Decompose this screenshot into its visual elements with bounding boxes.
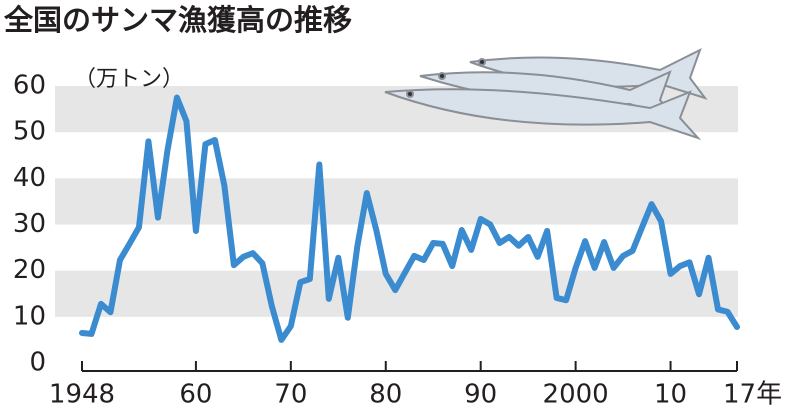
y-tick-label: 0 <box>29 348 46 378</box>
x-tick-label: 60 <box>179 380 212 410</box>
y-axis-label: （万トン） <box>74 67 184 92</box>
y-tick-label: 60 <box>13 71 46 101</box>
fish-illustration <box>384 47 708 141</box>
y-tick-label: 20 <box>13 255 46 285</box>
y-tick-label: 50 <box>13 117 46 147</box>
x-tick-label: 17年 <box>723 380 782 410</box>
y-tick-label: 30 <box>13 209 46 239</box>
data-line <box>79 94 740 343</box>
y-tick-label: 40 <box>13 163 46 193</box>
chart-title: 全国のサンマ漁獲高の推移 <box>3 3 352 37</box>
y-tick-label: 10 <box>13 301 46 331</box>
x-tick-label: 10 <box>654 380 687 410</box>
grid-band <box>55 270 738 317</box>
x-tick-label: 1948 <box>49 380 115 410</box>
x-tick-label: 2000 <box>543 380 609 410</box>
x-tick-label: 90 <box>464 380 497 410</box>
x-tick-label: 80 <box>369 380 402 410</box>
grid-band <box>55 178 738 225</box>
x-tick-label: 70 <box>274 380 307 410</box>
